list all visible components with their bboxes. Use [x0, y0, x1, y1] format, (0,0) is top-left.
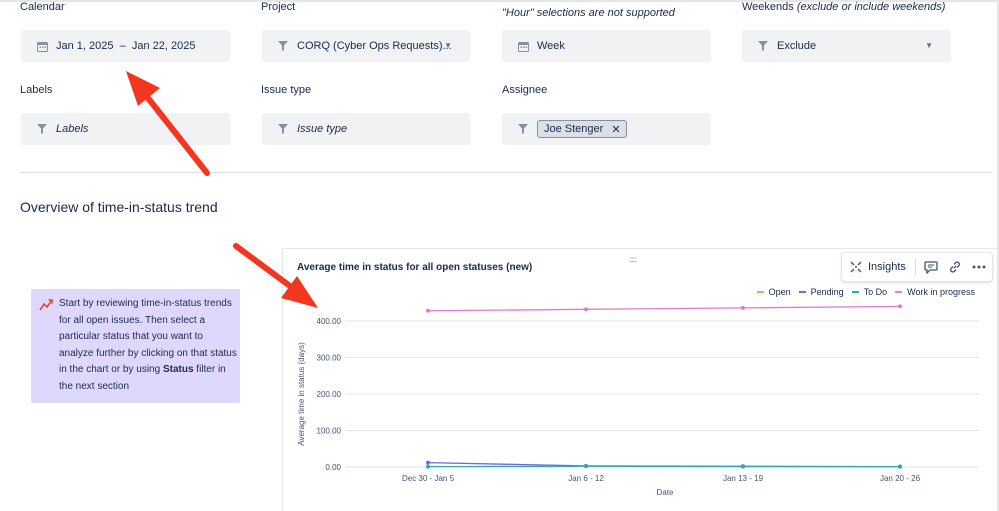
labels-filter[interactable]: Labels	[21, 113, 230, 145]
calendar-icon	[516, 39, 530, 53]
calendar-label: Calendar	[20, 1, 65, 13]
weekends-label: Weekends (exclude or include weekends)	[742, 1, 945, 13]
weekends-value: Exclude	[777, 40, 816, 52]
filter-icon	[756, 39, 770, 53]
chevron-down-icon: ▼	[925, 41, 933, 50]
labels-placeholder: Labels	[56, 123, 88, 135]
issue-type-placeholder: Issue type	[297, 123, 347, 135]
data-point-pending[interactable]	[426, 461, 430, 465]
data-point-work-in-progress[interactable]	[584, 307, 588, 311]
assignee-label: Assignee	[502, 84, 547, 96]
filter-icon	[516, 122, 530, 136]
y-tick-label: 100.00	[317, 427, 342, 436]
series-line-work-in-progress[interactable]	[428, 306, 900, 310]
granularity-value: Week	[537, 40, 565, 52]
x-tick-label: Dec 30 - Jan 5	[402, 474, 455, 483]
section-title: Overview of time-in-status trend	[20, 199, 218, 215]
granularity-note: "Hour" selections are not supported	[502, 7, 675, 19]
calendar-date-range-picker[interactable]: Jan 1, 2025 – Jan 22, 2025	[21, 30, 230, 62]
granularity-select[interactable]: Week	[502, 30, 711, 62]
data-point-work-in-progress[interactable]	[741, 306, 745, 310]
x-tick-label: Jan 13 - 19	[723, 474, 764, 483]
y-tick-label: 400.00	[317, 317, 342, 326]
y-tick-label: 200.00	[317, 390, 342, 399]
project-value: CORQ (Cyber Ops Requests)...	[297, 40, 452, 52]
labels-label: Labels	[20, 84, 52, 96]
data-point-to-do[interactable]	[741, 465, 745, 469]
filter-icon	[276, 122, 290, 136]
assignee-chip: Joe Stenger ✕	[537, 120, 627, 138]
section-divider	[20, 172, 992, 173]
info-card-text: Start by reviewing time-in-status trends…	[59, 296, 237, 395]
trend-up-icon	[39, 298, 53, 316]
filter-icon	[35, 122, 49, 136]
assignee-filter[interactable]: Joe Stenger ✕	[502, 113, 711, 145]
y-tick-label: 300.00	[317, 354, 342, 363]
issue-type-label: Issue type	[261, 84, 311, 96]
y-tick-label: 0.00	[325, 463, 341, 472]
y-axis-title: Average time in status (days)	[297, 342, 306, 446]
data-point-work-in-progress[interactable]	[426, 309, 430, 313]
x-axis-title: Date	[657, 488, 674, 497]
line-chart: 0.00 100.00 200.00 300.00 400.00 Dec 30 - Jan…	[283, 249, 999, 511]
assignee-chip-label: Joe Stenger	[544, 123, 603, 135]
data-point-work-in-progress[interactable]	[898, 304, 902, 308]
chart-panel: :::::: Average time in status for all op…	[282, 248, 998, 511]
x-tick-label: Jan 20 - 26	[880, 474, 921, 483]
project-select[interactable]: CORQ (Cyber Ops Requests)... ▼	[262, 30, 470, 62]
chevron-down-icon: ▼	[444, 41, 452, 50]
x-tick-label: Jan 6 - 12	[568, 474, 604, 483]
data-point-to-do[interactable]	[584, 464, 588, 468]
info-card: Start by reviewing time-in-status trends…	[31, 289, 240, 403]
project-label: Project	[261, 1, 295, 13]
data-point-to-do[interactable]	[898, 465, 902, 469]
filter-icon	[276, 39, 290, 53]
data-point-to-do[interactable]	[426, 465, 430, 469]
close-icon[interactable]: ✕	[611, 123, 620, 136]
calendar-icon	[35, 39, 49, 53]
issue-type-filter[interactable]: Issue type	[262, 113, 470, 145]
calendar-value: Jan 1, 2025 – Jan 22, 2025	[56, 40, 195, 52]
weekends-select[interactable]: Exclude ▼	[742, 30, 951, 62]
